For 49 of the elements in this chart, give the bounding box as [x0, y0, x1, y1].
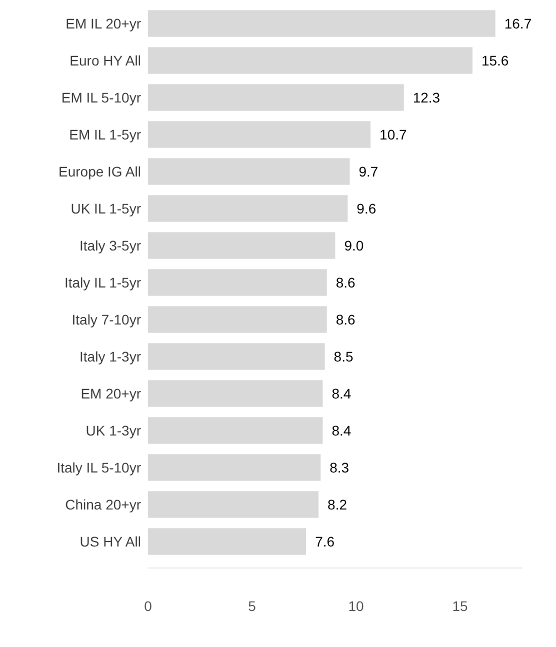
y-tick-label: Italy 7-10yr — [72, 311, 142, 328]
data-label: 12.3 — [412, 89, 440, 106]
bar — [148, 491, 319, 518]
bar — [148, 121, 371, 148]
data-label: 8.2 — [328, 496, 348, 512]
bar — [148, 306, 327, 333]
data-label: 8.3 — [330, 459, 350, 476]
data-label: 9.6 — [356, 200, 376, 216]
y-tick-label: China 20+yr — [65, 496, 142, 512]
x-tick-label: 15 — [452, 598, 468, 614]
bar — [148, 10, 496, 37]
bar — [148, 380, 323, 407]
bar — [148, 232, 336, 259]
data-label: 16.7 — [504, 15, 532, 32]
y-tick-label: EM IL 20+yr — [66, 15, 142, 32]
bar — [148, 269, 327, 296]
data-label: 8.6 — [336, 311, 356, 328]
y-tick-label: Italy IL 5-10yr — [56, 459, 142, 476]
data-label: 8.5 — [334, 348, 354, 364]
y-tick-label: Italy IL 1-5yr — [64, 274, 142, 290]
bar — [148, 528, 306, 555]
bar — [148, 84, 404, 111]
data-label: 10.7 — [380, 126, 408, 142]
x-tick-label: 10 — [348, 598, 364, 614]
bar — [148, 454, 321, 481]
y-tick-label: Italy 3-5yr — [80, 237, 142, 254]
bar — [148, 343, 325, 370]
y-tick-label: Europe IG All — [58, 163, 141, 180]
data-label: 7.6 — [315, 533, 335, 550]
data-label: 8.4 — [332, 385, 352, 402]
data-label: 8.6 — [336, 274, 356, 290]
x-tick-label: 5 — [248, 598, 256, 614]
y-tick-label: EM IL 5-10yr — [61, 89, 142, 106]
bar — [148, 195, 348, 222]
y-tick-label: Italy 1-3yr — [80, 348, 142, 364]
y-tick-label: EM IL 1-5yr — [69, 126, 142, 142]
y-tick-label: EM 20+yr — [80, 385, 142, 402]
y-tick-label: UK IL 1-5yr — [70, 200, 142, 216]
data-label: 8.4 — [332, 422, 352, 438]
y-tick-label: Euro HY All — [70, 52, 141, 68]
y-tick-label: UK 1-3yr — [86, 422, 142, 438]
data-label: 9.7 — [358, 163, 378, 180]
bar — [148, 158, 350, 185]
y-tick-label: US HY All — [80, 533, 141, 550]
bar — [148, 417, 323, 444]
data-label: 15.6 — [481, 52, 509, 68]
bar — [148, 47, 472, 74]
x-tick-label: 0 — [144, 598, 152, 614]
data-label: 9.0 — [344, 237, 364, 254]
